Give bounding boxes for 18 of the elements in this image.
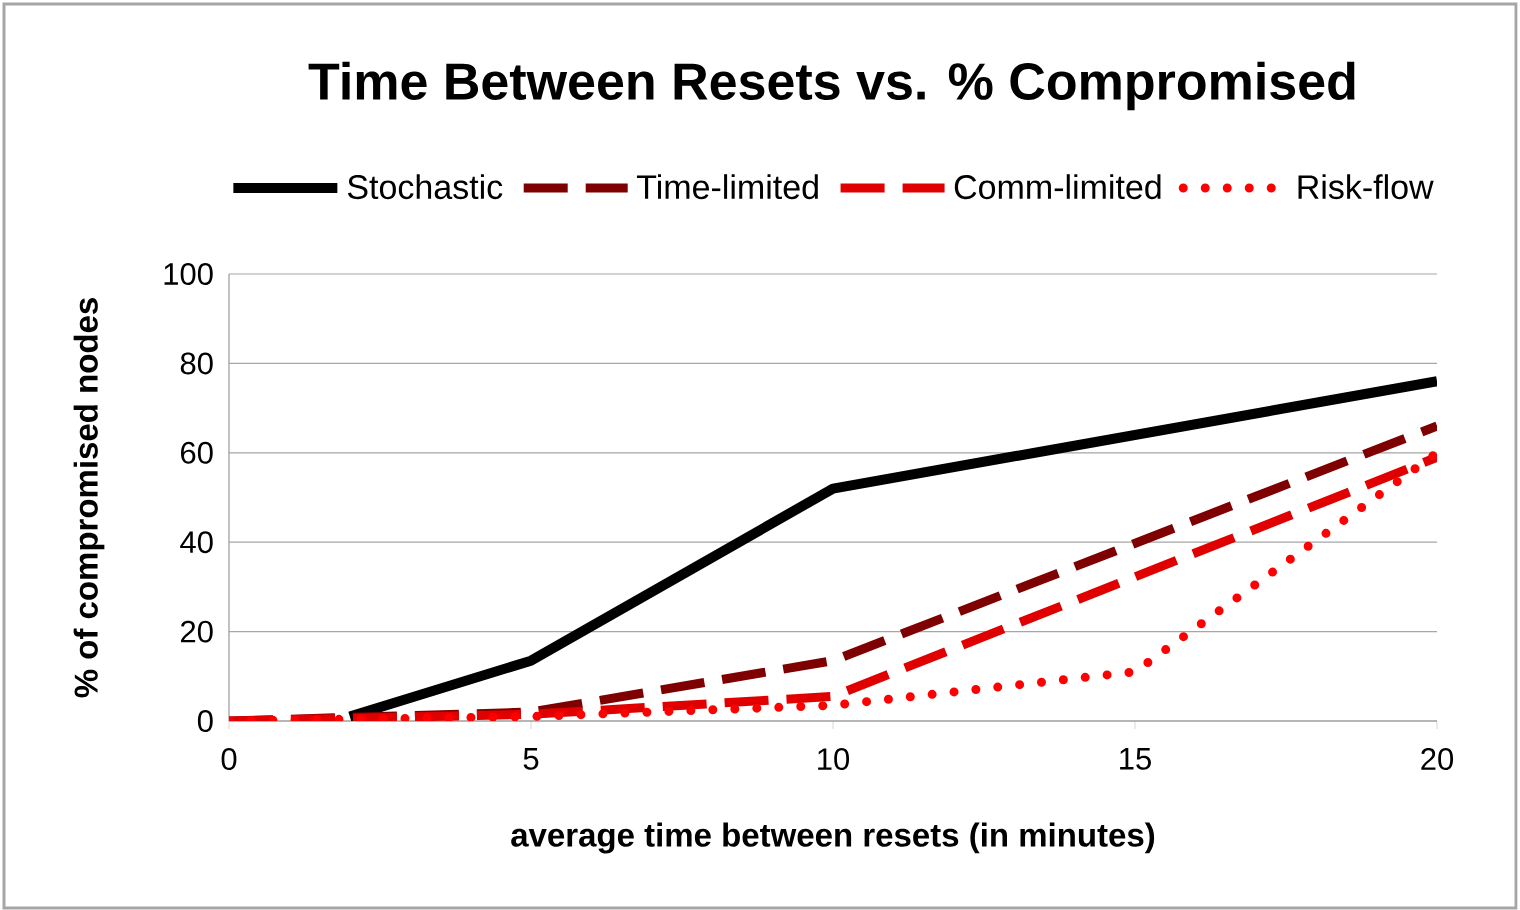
- x-tick-label: 20: [1421, 748, 1454, 771]
- x-tick-label: 15: [1120, 748, 1151, 770]
- legend-label: Time-limited: [636, 174, 818, 200]
- legend-label: Stochastic: [347, 174, 503, 200]
- x-tick-label: 5: [523, 748, 539, 770]
- y-tick-label: 0: [197, 710, 213, 732]
- x-tick-label: 0: [221, 748, 237, 771]
- legend-label: Comm-limited: [954, 174, 1161, 200]
- x-tick-label: 10: [818, 748, 850, 771]
- legend-label: Risk-flow: [1298, 174, 1434, 200]
- y-axis-title: % of compromised nodes: [73, 298, 105, 698]
- chart-title: Time Between Resets vs. % Compromised: [308, 61, 1355, 111]
- x-axis-title: average time between resets (in minutes): [511, 822, 1155, 854]
- y-tick-label: 60: [181, 441, 213, 464]
- y-tick-label: 40: [180, 531, 213, 554]
- y-tick-label: 100: [164, 263, 213, 285]
- y-tick-label: 80: [180, 352, 213, 375]
- y-tick-label: 20: [181, 620, 213, 643]
